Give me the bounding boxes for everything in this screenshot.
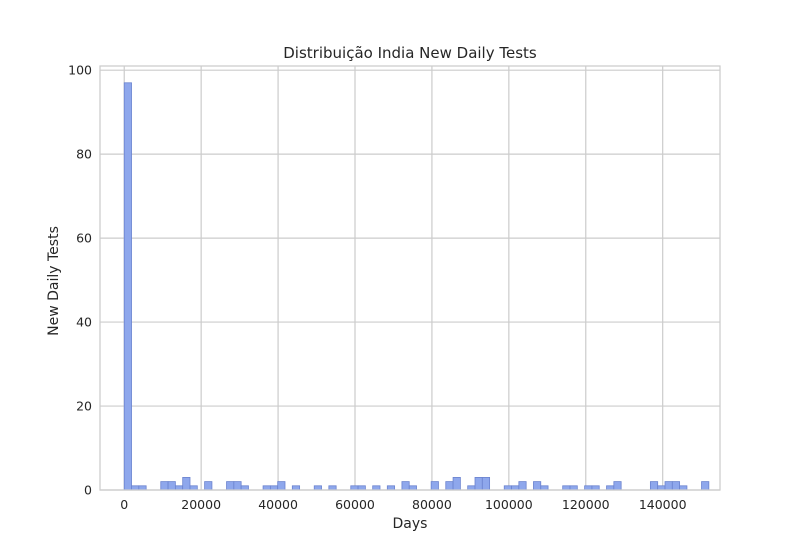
histogram-bar	[533, 481, 542, 491]
histogram-bar	[408, 485, 417, 491]
histogram-bar	[204, 481, 213, 491]
y-tick-label: 60	[76, 231, 92, 246]
histogram-bar	[591, 485, 600, 491]
histogram-bar	[430, 481, 439, 491]
x-tick-label: 40000	[258, 497, 298, 512]
histogram-bar	[664, 481, 673, 491]
histogram-bar	[569, 485, 578, 491]
histogram-bar	[540, 485, 549, 491]
histogram-bar	[357, 485, 366, 491]
histogram-bar	[240, 485, 249, 491]
x-tick-label: 0	[120, 497, 128, 512]
histogram-bar	[372, 485, 381, 491]
histogram-bar	[401, 481, 410, 491]
x-tick-label: 60000	[335, 497, 375, 512]
histogram-bar	[481, 477, 491, 491]
y-axis-ticks: 0 20 40 60 80 100	[68, 63, 92, 498]
histogram-bar	[613, 481, 622, 491]
grid-lines	[100, 66, 720, 491]
x-tick-label: 100000	[485, 497, 533, 512]
histogram-bar	[503, 485, 512, 491]
histogram-bar	[467, 485, 476, 491]
histogram-bar	[511, 485, 520, 491]
chart-title: Distribuição India New Daily Tests	[283, 44, 537, 62]
x-tick-label: 120000	[562, 497, 610, 512]
histogram-bar	[233, 481, 242, 491]
histogram-bar	[131, 485, 140, 491]
histogram-bar	[386, 485, 396, 491]
x-axis-label: Days	[393, 516, 428, 532]
histogram-bar	[445, 481, 454, 491]
histogram-bar	[167, 481, 176, 491]
histogram-bar	[182, 477, 191, 491]
histogram-bar	[518, 481, 527, 491]
y-axis-label: New Daily Tests	[46, 226, 62, 336]
histogram-bar	[160, 481, 169, 491]
histogram-bar	[701, 481, 710, 491]
y-tick-label: 20	[76, 399, 92, 414]
y-tick-label: 0	[84, 483, 92, 498]
histogram-bar	[679, 485, 688, 491]
histogram-bar	[350, 485, 359, 491]
histogram-bar	[189, 485, 198, 491]
x-tick-label: 20000	[181, 497, 221, 512]
x-axis-ticks: 0 20000 40000 60000 80000 100000 120000 140000	[120, 497, 686, 512]
histogram-bar	[657, 485, 666, 491]
histogram-bar	[328, 485, 337, 491]
histogram-bar	[123, 82, 132, 491]
histogram-bar	[138, 485, 147, 491]
histogram-bar	[474, 477, 483, 491]
histogram-bar	[671, 481, 681, 491]
histogram-bar	[562, 485, 571, 491]
histogram-bar	[452, 477, 461, 491]
histogram-bar	[226, 481, 235, 491]
histogram-bar	[606, 485, 615, 491]
histogram-bar	[313, 485, 322, 491]
histogram-bar	[649, 481, 659, 491]
histogram-bar	[262, 485, 271, 491]
histogram-bar	[269, 485, 279, 491]
x-tick-label: 140000	[639, 497, 687, 512]
y-tick-label: 80	[76, 147, 92, 162]
histogram-bar	[277, 481, 286, 491]
histogram-bar	[174, 485, 184, 491]
histogram-bar	[584, 485, 593, 491]
x-tick-label: 80000	[412, 497, 452, 512]
histogram-bar	[291, 485, 301, 491]
y-tick-label: 40	[76, 315, 92, 330]
plot-area-frame	[99, 65, 721, 491]
y-tick-label: 100	[68, 63, 92, 78]
